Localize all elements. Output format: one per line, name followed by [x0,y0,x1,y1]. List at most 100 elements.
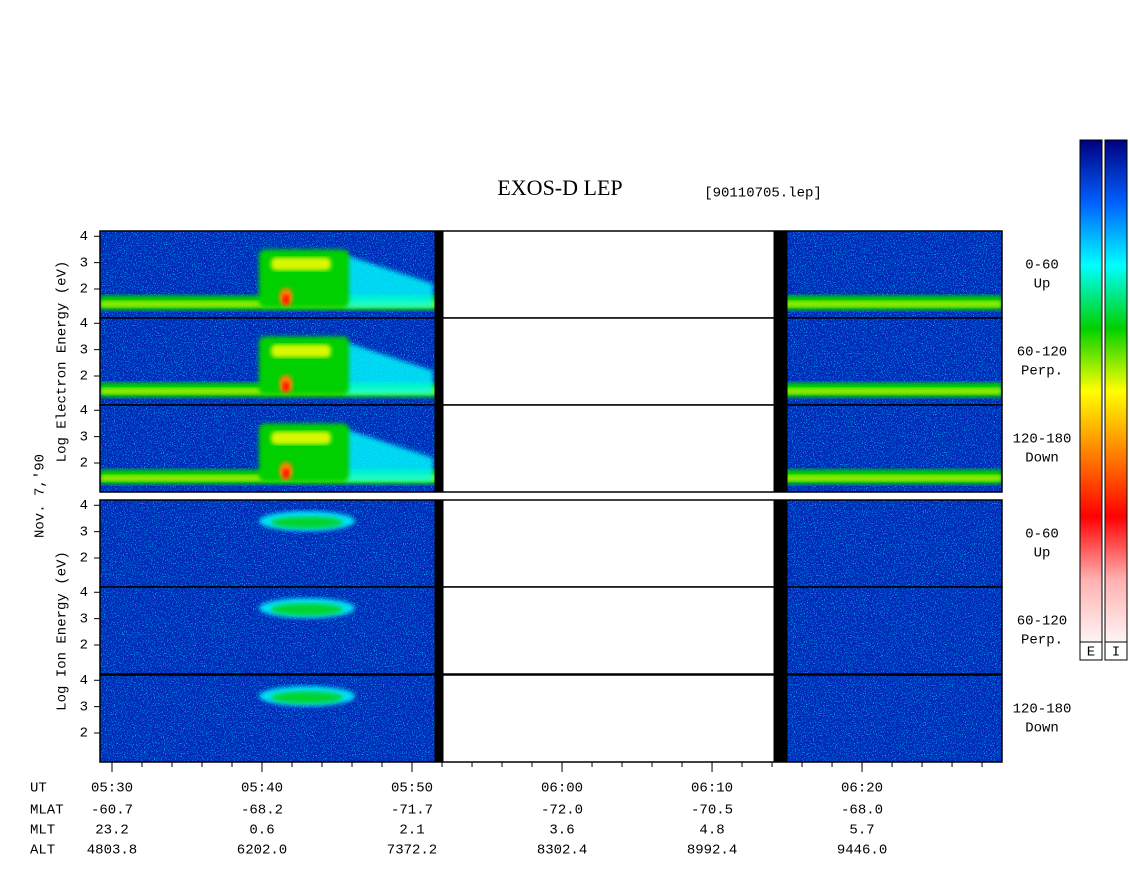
data-gap [443,318,774,405]
orbit-value: 6202.0 [237,843,287,859]
y-axis-label: Log Electron Energy (eV) [55,261,71,463]
panel-label: 60-120 [1017,614,1067,630]
orbit-value: -71.7 [391,803,433,819]
panel-label: 0-60 [1025,527,1059,543]
panel-direction: Down [1025,451,1059,467]
orbit-value: -68.2 [241,803,283,819]
colorbar-label-box [1079,641,1103,661]
panel-frame [99,586,1003,675]
gap-edge [773,500,788,587]
x-tick-label: 06:20 [841,781,883,797]
electron-tail [344,254,434,308]
orbit-value: 2.1 [399,823,424,839]
chart-title: EXOS-D LEP [497,175,622,200]
y-tick-label: 4 [80,229,88,245]
colorbar [1079,139,1103,643]
x-tick-label: 05:40 [241,781,283,797]
spectrogram-panel [100,405,1002,492]
electron-plateau-core [271,344,332,358]
y-tick-label: 2 [80,551,88,567]
orbit-value: -68.0 [841,803,883,819]
orbit-value: 5.7 [849,823,874,839]
electron-peak-core [283,381,290,392]
x-tick-label: 05:50 [391,781,433,797]
panel-label: 0-60 [1025,258,1059,274]
spectrogram-panel [100,500,1002,587]
spectrogram-panel [100,231,1002,318]
y-tick-label: 2 [80,282,88,298]
gap-edge [434,405,444,492]
ion-beam-core [271,516,344,529]
gap-edge [434,587,444,674]
y-tick-label: 2 [80,456,88,472]
y-tick-label: 3 [80,524,88,540]
y-tick-label: 3 [80,611,88,627]
electron-tail [344,428,434,482]
gap-edge [773,318,788,405]
orbit-value: 8302.4 [537,843,587,859]
gap-edge [434,231,444,318]
gap-edge [434,500,444,587]
orbit-value: 7372.2 [387,843,437,859]
panel-frame [99,404,1003,493]
electron-tail [344,341,434,395]
x-tick-label: 06:00 [541,781,583,797]
orbit-value: 23.2 [95,823,129,839]
row-label: UT [30,781,47,797]
electron-plateau-core [271,257,332,271]
panel-frame [99,674,1003,763]
y-tick-label: 4 [80,673,88,689]
spectrogram-panel [100,587,1002,674]
y-tick-label: 2 [80,638,88,654]
panel-direction: Perp. [1021,633,1063,649]
gap-edge [773,231,788,318]
ion-beam-core [271,691,344,704]
y-tick-label: 4 [80,316,88,332]
spectrogram-panel [100,318,1002,405]
y-tick-label: 2 [80,369,88,385]
x-tick-label: 05:30 [91,781,133,797]
panel-label: 60-120 [1017,345,1067,361]
x-tick-label: 06:10 [691,781,733,797]
y-tick-label: 3 [80,699,88,715]
colorbar-label-box [1104,641,1128,661]
data-gap [443,500,774,587]
data-gap [443,587,774,674]
y-tick-label: 4 [80,498,88,514]
data-gap [443,231,774,318]
row-label: MLT [30,823,55,839]
electron-peak-core [283,294,290,305]
colorbar [1104,139,1128,643]
panel-direction: Perp. [1021,364,1063,380]
date-label: Nov. 7,'90 [33,454,49,538]
electron-peak-core [283,468,290,479]
ion-beam-core [271,603,344,616]
panel-label: 120-180 [1013,432,1072,448]
y-tick-label: 4 [80,585,88,601]
panel-direction: Down [1025,721,1059,737]
orbit-value: -72.0 [541,803,583,819]
gap-edge [434,318,444,405]
colorbar-label: I [1112,645,1120,661]
orbit-value: 8992.4 [687,843,737,859]
y-tick-label: 3 [80,342,88,358]
gap-edge [773,675,788,762]
orbit-value: -60.7 [91,803,133,819]
y-tick-label: 2 [80,726,88,742]
orbit-value: 0.6 [249,823,274,839]
spectrogram-panel [100,675,1002,762]
file-label: [90110705.lep] [704,186,822,202]
orbit-value: 4.8 [699,823,724,839]
y-tick-label: 3 [80,255,88,271]
panel-direction: Up [1034,546,1051,562]
electron-plateau-core [271,431,332,445]
row-label: MLAT [30,803,64,819]
y-axis-label: Log Ion Energy (eV) [55,551,71,711]
data-gap [443,675,774,762]
row-label: ALT [30,843,55,859]
orbit-value: 4803.8 [87,843,137,859]
orbit-value: -70.5 [691,803,733,819]
data-gap [443,405,774,492]
gap-edge [773,587,788,674]
